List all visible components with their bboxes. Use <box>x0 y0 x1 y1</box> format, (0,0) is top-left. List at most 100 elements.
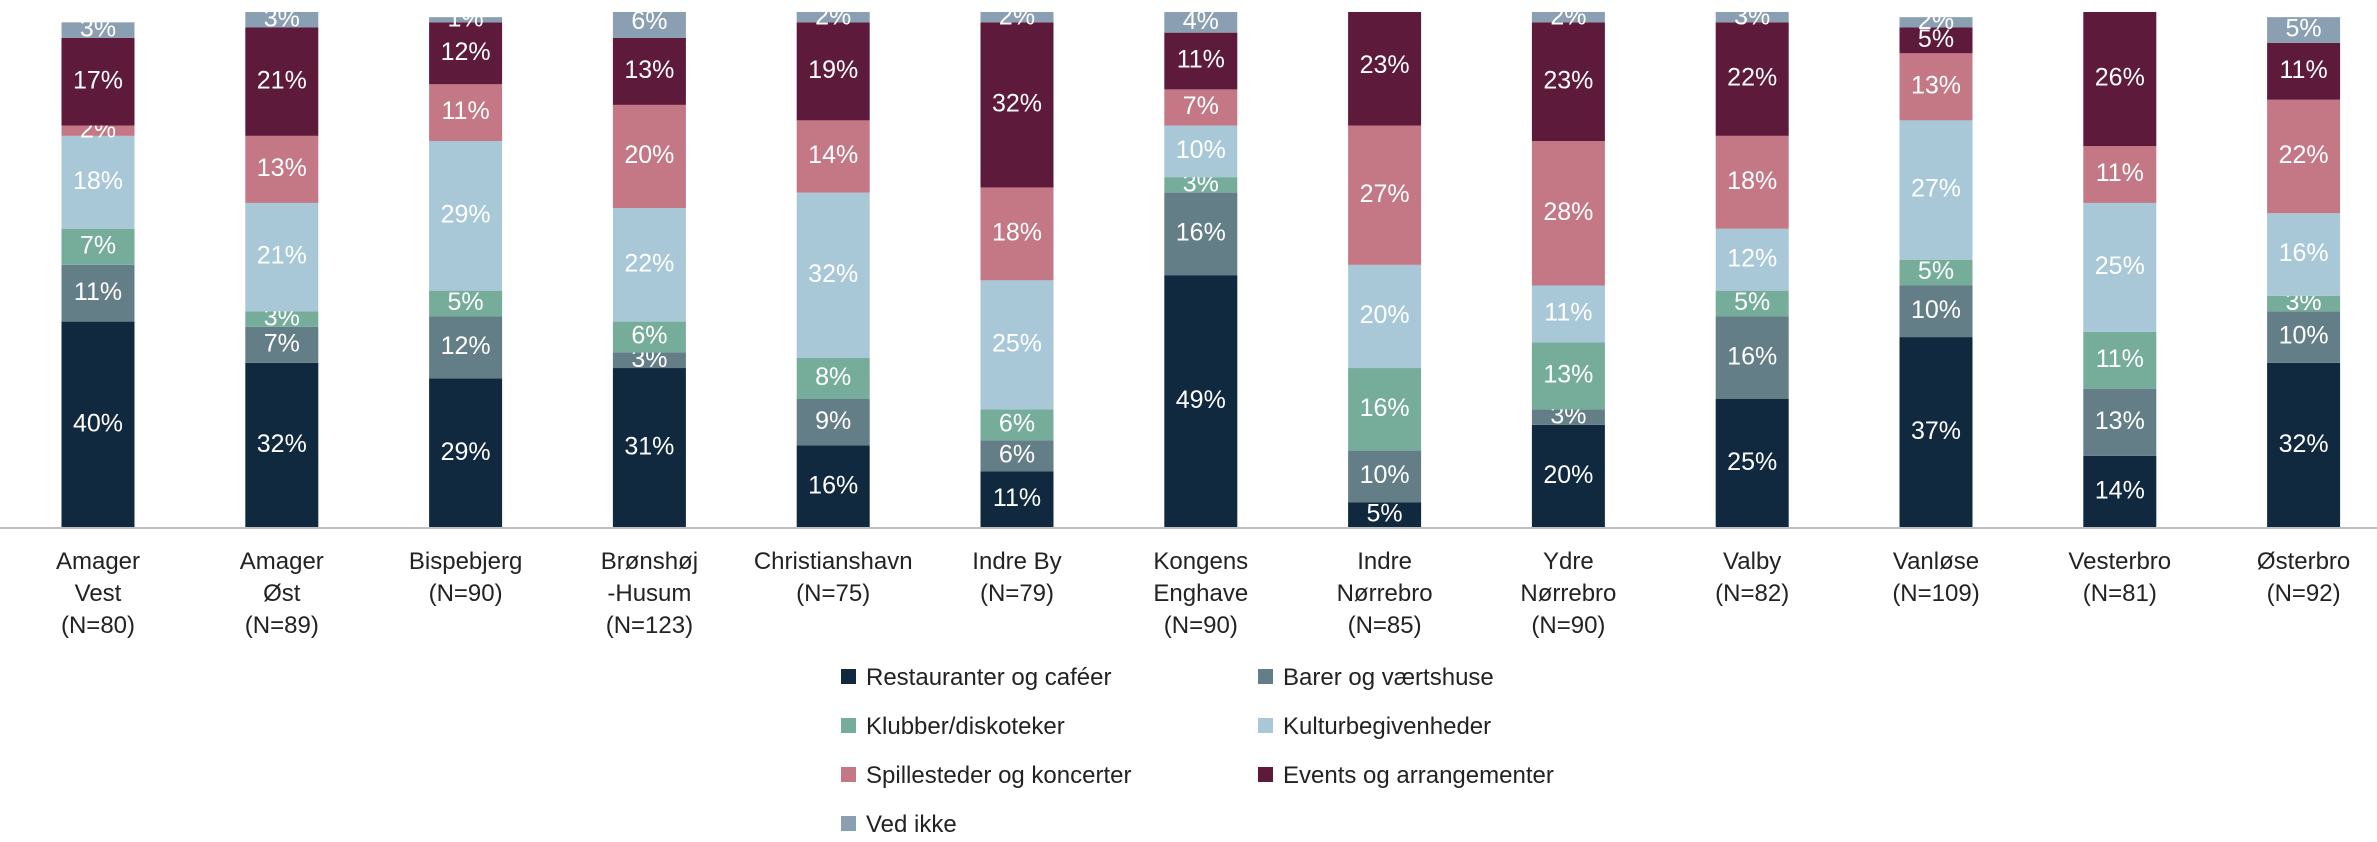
data-label: 5% <box>1918 25 1954 53</box>
bar-segment <box>245 12 319 28</box>
x-tick-label: Vesterbro (N=81) <box>2068 548 2172 607</box>
data-label: 29% <box>441 438 491 466</box>
bar-segment <box>980 12 1054 23</box>
data-label: 12% <box>1727 244 1777 272</box>
bar-segment <box>796 120 870 193</box>
data-label: 2% <box>999 3 1035 31</box>
bar-segment <box>612 208 686 322</box>
bar-segment <box>1164 177 1238 193</box>
bar-segment <box>1715 12 1789 23</box>
bar-segment <box>1715 316 1789 399</box>
bar-segment <box>980 409 1054 441</box>
bar-segment <box>1348 368 1422 451</box>
data-label: 1% <box>448 4 484 32</box>
bar-segment <box>612 321 686 353</box>
bar-segment <box>1531 141 1605 286</box>
bar-segment <box>1715 135 1789 229</box>
legend-swatch <box>841 669 856 685</box>
data-label: 12% <box>441 332 491 360</box>
bar-segment <box>429 316 503 379</box>
data-label: 3% <box>264 4 300 32</box>
bar-segment <box>2267 362 2341 528</box>
x-tick-label: Ydre Nørrebro (N=90) <box>1520 548 1617 639</box>
x-tick-label: Amager Vest (N=80) <box>55 548 141 639</box>
data-label: 10% <box>2279 322 2329 350</box>
bar-segment <box>612 12 686 38</box>
data-label: 7% <box>80 231 116 259</box>
bar-segment <box>1531 342 1605 410</box>
bar-segment <box>245 311 319 327</box>
legend-item: Spillesteder og koncerter <box>841 761 1131 791</box>
data-label: 16% <box>1727 342 1777 370</box>
bar-segment <box>612 37 686 105</box>
data-label: 25% <box>2095 252 2145 280</box>
legend-swatch <box>1258 767 1273 783</box>
bar-segment <box>1899 285 1973 338</box>
x-tick-label: Indre By (N=79) <box>972 548 1062 607</box>
data-label: 7% <box>264 329 300 357</box>
data-label: 20% <box>624 141 674 169</box>
data-label: 26% <box>2095 64 2145 92</box>
data-label: 8% <box>815 363 851 391</box>
bar-segment <box>796 445 870 528</box>
data-label: 10% <box>1911 296 1961 324</box>
data-label: 14% <box>808 141 858 169</box>
bar-segment <box>1348 502 1422 528</box>
legend-swatch <box>841 767 856 783</box>
data-label: 5% <box>448 288 484 316</box>
bar-segment <box>245 135 319 203</box>
data-label: 18% <box>73 167 123 195</box>
bar-segment <box>1348 12 1422 126</box>
data-label: 25% <box>992 329 1042 357</box>
legend-label: Events og arrangementer <box>1283 762 1554 789</box>
data-label: 22% <box>624 249 674 277</box>
data-label: 6% <box>631 7 667 35</box>
bar-segment <box>1164 275 1238 528</box>
bar-segment <box>2083 202 2157 332</box>
data-label: 10% <box>1176 136 1226 164</box>
data-label: 32% <box>992 89 1042 117</box>
bar-segment <box>1348 125 1422 265</box>
data-label: 14% <box>2095 476 2145 504</box>
bar-segment <box>429 22 503 85</box>
bar-segment <box>1164 12 1238 33</box>
bar-segment <box>1715 22 1789 136</box>
bar-segment <box>980 440 1054 472</box>
legend-item: Kulturbegivenheder <box>1258 712 1491 742</box>
legend-swatch <box>1258 669 1273 685</box>
data-label: 31% <box>624 433 674 461</box>
bar-segment <box>1164 125 1238 178</box>
bar-segment <box>245 326 319 363</box>
bar-segment <box>612 352 686 369</box>
data-label: 5% <box>1367 500 1403 528</box>
data-label: 13% <box>1911 71 1961 99</box>
bar-segment <box>429 17 503 23</box>
data-label: 4% <box>1183 7 1219 35</box>
legend-item: Klubber/diskoteker <box>841 712 1065 742</box>
legend-swatch <box>1258 718 1273 734</box>
x-tick-label: Bispebjerg (N=90) <box>408 548 523 607</box>
bar-segment <box>245 202 319 312</box>
bar-segment <box>796 192 870 358</box>
x-tick-label: Brønshøj -Husum (N=123) <box>600 548 699 639</box>
bar-segment <box>1715 290 1789 317</box>
legend-label: Restauranter og caféer <box>866 664 1112 691</box>
data-label: 2% <box>815 3 851 31</box>
data-label: 13% <box>1543 360 1593 388</box>
data-label: 19% <box>808 56 858 84</box>
data-label: 9% <box>815 407 851 435</box>
bar-segment <box>2267 17 2341 43</box>
bar-segment <box>61 135 135 229</box>
data-label: 13% <box>624 56 674 84</box>
data-label: 20% <box>1543 461 1593 489</box>
bar-segment <box>429 141 503 291</box>
bar-segment <box>2267 295 2341 312</box>
data-label: 28% <box>1543 198 1593 226</box>
bar-segment <box>245 27 319 136</box>
data-label: 3% <box>1734 3 1770 31</box>
bar-segment <box>1164 32 1238 90</box>
legend-label: Spillesteder og koncerter <box>866 762 1132 789</box>
data-label: 5% <box>1918 257 1954 285</box>
legend-label: Ved ikke <box>866 811 957 838</box>
data-label: 18% <box>992 218 1042 246</box>
